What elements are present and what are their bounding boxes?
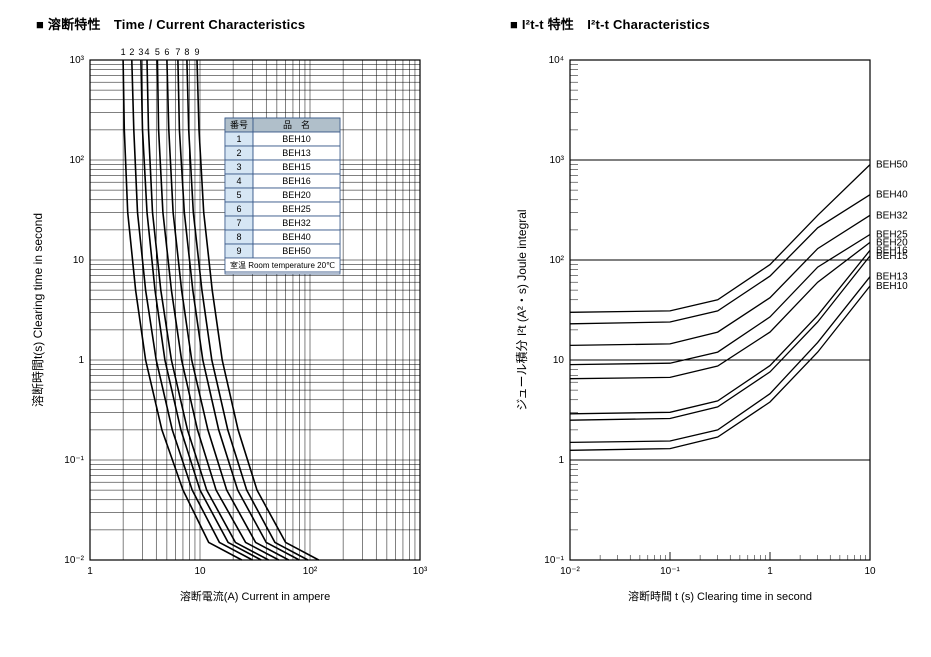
- series-label-BEH25: BEH25: [876, 229, 908, 240]
- svg-text:BEH25: BEH25: [282, 204, 311, 214]
- svg-text:3: 3: [138, 47, 143, 57]
- svg-text:番号: 番号: [230, 119, 248, 130]
- svg-text:1: 1: [87, 566, 93, 577]
- svg-text:4: 4: [145, 47, 150, 57]
- svg-text:10⁻²: 10⁻²: [64, 555, 84, 566]
- svg-text:10²: 10²: [70, 155, 85, 166]
- svg-text:8: 8: [236, 232, 241, 242]
- curve-BEH10: [123, 60, 242, 560]
- svg-text:BEH40: BEH40: [282, 232, 311, 242]
- right-x-label: 溶断時間 t (s) Clearing time in second: [628, 589, 812, 603]
- svg-text:7: 7: [175, 47, 180, 57]
- svg-text:10³: 10³: [550, 155, 565, 166]
- svg-text:BEH32: BEH32: [282, 218, 311, 228]
- svg-text:8: 8: [184, 47, 189, 57]
- chart-canvas: 11010²10³10⁻²10⁻¹11010²10³123456789溶断電流(…: [0, 0, 931, 657]
- svg-text:1: 1: [558, 455, 564, 466]
- svg-text:10⁴: 10⁴: [549, 55, 564, 66]
- svg-text:6: 6: [236, 204, 241, 214]
- svg-text:9: 9: [236, 246, 241, 256]
- curve-BEH40: [570, 195, 870, 324]
- svg-text:1: 1: [78, 355, 84, 366]
- svg-text:2: 2: [236, 148, 241, 158]
- right-y-label: ジュール積分 I²t (A²・s) Joule integral: [514, 209, 529, 410]
- svg-text:10⁻¹: 10⁻¹: [544, 555, 564, 566]
- svg-text:10²: 10²: [550, 255, 565, 266]
- svg-text:10²: 10²: [303, 566, 318, 577]
- svg-text:1: 1: [121, 47, 126, 57]
- series-label-BEH32: BEH32: [876, 210, 908, 221]
- svg-text:3: 3: [236, 162, 241, 172]
- svg-text:BEH15: BEH15: [282, 162, 311, 172]
- svg-text:10⁻²: 10⁻²: [560, 566, 580, 577]
- svg-text:5: 5: [155, 47, 160, 57]
- left-y-label: 溶断時間t(s) Clearing time in second: [30, 213, 45, 407]
- svg-text:4: 4: [236, 176, 241, 186]
- svg-text:10³: 10³: [70, 55, 85, 66]
- svg-text:10: 10: [553, 355, 565, 366]
- svg-text:BEH13: BEH13: [282, 148, 311, 158]
- svg-text:6: 6: [164, 47, 169, 57]
- curve-BEH32: [570, 215, 870, 345]
- svg-text:BEH10: BEH10: [282, 134, 311, 144]
- svg-text:10⁻¹: 10⁻¹: [660, 566, 680, 577]
- svg-text:BEH16: BEH16: [282, 176, 311, 186]
- svg-text:2: 2: [129, 47, 134, 57]
- series-label-BEH13: BEH13: [876, 272, 908, 283]
- svg-text:7: 7: [236, 218, 241, 228]
- left-x-label: 溶断電流(A) Current in ampere: [180, 589, 330, 603]
- svg-text:室温 Room temperature 20℃: 室温 Room temperature 20℃: [230, 260, 335, 270]
- curve-BEH10: [570, 286, 870, 450]
- svg-text:10: 10: [194, 566, 206, 577]
- series-label-BEH40: BEH40: [876, 190, 908, 201]
- curve-BEH50: [570, 165, 870, 313]
- svg-text:5: 5: [236, 190, 241, 200]
- svg-text:BEH50: BEH50: [282, 246, 311, 256]
- svg-text:1: 1: [236, 134, 241, 144]
- svg-text:9: 9: [195, 47, 200, 57]
- curve-BEH16: [570, 250, 870, 413]
- svg-text:10³: 10³: [413, 566, 428, 577]
- legend-table: 番号 品 名 1 BEH10 2 BEH13 3 BEH15 4 BEH16 5 BEH20 6 BEH2…: [225, 118, 340, 274]
- svg-text:BEH20: BEH20: [282, 190, 311, 200]
- svg-text:品 名: 品 名: [283, 119, 310, 130]
- svg-text:10⁻¹: 10⁻¹: [64, 455, 84, 466]
- svg-text:10: 10: [73, 255, 85, 266]
- svg-text:1: 1: [767, 566, 773, 577]
- right-chart: 10⁻²10⁻¹11010⁻¹11010²10³10⁴BEH10BEH13BEH…: [514, 55, 908, 603]
- series-label-BEH50: BEH50: [876, 160, 908, 171]
- curve-BEH15: [570, 256, 870, 420]
- svg-text:10: 10: [864, 566, 876, 577]
